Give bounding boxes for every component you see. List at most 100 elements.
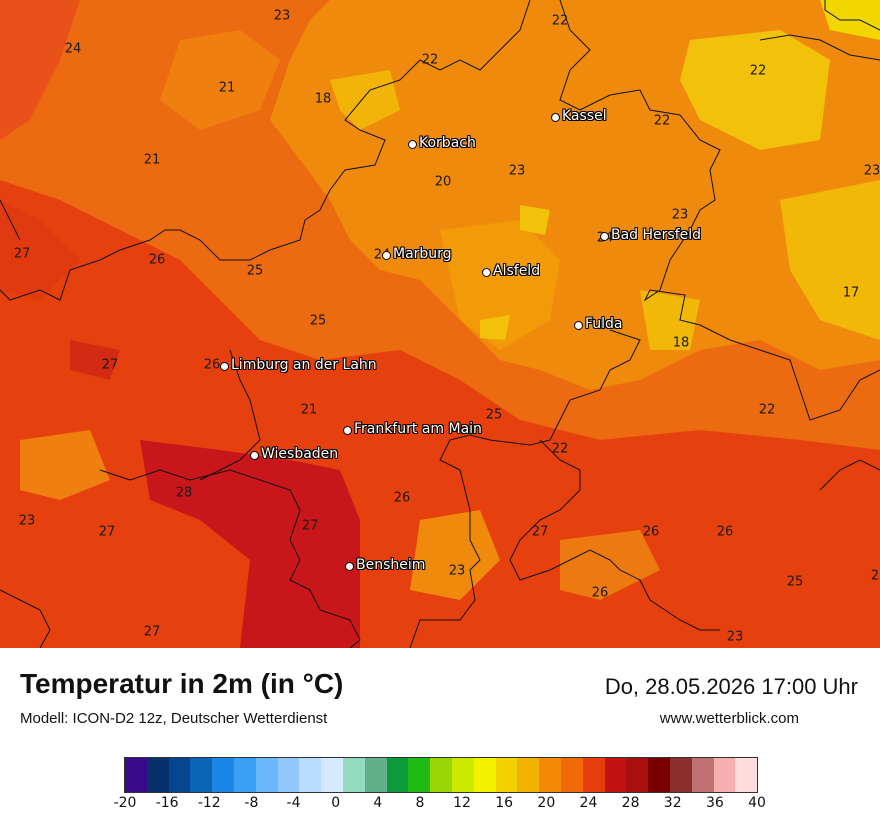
website-link[interactable]: www.wetterblick.com: [659, 710, 799, 727]
legend-tick-label: 32: [663, 795, 682, 811]
city-dot: [220, 362, 229, 371]
city-dot: [345, 562, 354, 571]
color-scale-legend: [124, 757, 758, 793]
map-title: Temperatur in 2m (in °C): [20, 668, 344, 699]
legend-swatch: [321, 758, 343, 792]
temperature-value: 17: [842, 285, 860, 301]
temperature-value: 27: [13, 246, 31, 262]
temperature-value: 22: [551, 13, 569, 29]
legend-tick-label: 20: [537, 795, 556, 811]
legend-swatch: [233, 758, 256, 792]
legend-tick-label: -12: [197, 795, 221, 811]
legend-tick-label: 36: [705, 795, 724, 811]
temperature-value: 2: [870, 568, 880, 584]
legend-swatch: [386, 758, 409, 792]
temperature-value: 23: [671, 207, 689, 223]
legend-swatch: [691, 758, 714, 792]
legend-tick-label: 0: [331, 795, 341, 811]
legend-swatch: [212, 758, 234, 792]
legend-swatch: [604, 758, 627, 792]
legend-swatch: [473, 758, 496, 792]
temperature-value: 26: [203, 357, 221, 373]
legend-swatch: [277, 758, 300, 792]
legend-tick-label: 12: [453, 795, 471, 811]
border-lines: [0, 0, 880, 648]
legend-swatch: [408, 758, 431, 792]
temperature-value: 26: [148, 252, 166, 268]
city-dot: [343, 426, 352, 435]
temperature-value: 23: [726, 629, 744, 645]
temperature-value: 27: [98, 524, 116, 540]
city-label: Wiesbaden: [261, 446, 339, 462]
city-dot: [408, 140, 417, 149]
temperature-value: 21: [218, 80, 236, 96]
city-label: Limburg an der Lahn: [231, 357, 377, 373]
legend-tick-label: -4: [286, 795, 301, 811]
legend-swatch: [255, 758, 278, 792]
temperature-value: 25: [246, 263, 264, 279]
temperature-value: 28: [175, 485, 193, 501]
city-label: Korbach: [419, 135, 476, 151]
legend-swatch: [735, 758, 758, 792]
temperature-value: 22: [749, 63, 767, 79]
temperature-value: 24: [64, 41, 82, 57]
city-dot: [250, 451, 259, 460]
temperature-value: 25: [786, 574, 804, 590]
temperature-value: 18: [314, 91, 332, 107]
city-dot: [382, 251, 391, 260]
legend-tick-label: 8: [415, 795, 425, 811]
city-dot: [574, 321, 583, 330]
temperature-value: 23: [863, 163, 880, 179]
legend-tick-label: -8: [244, 795, 259, 811]
legend-tick-label: 16: [495, 795, 514, 811]
legend-swatch: [430, 758, 452, 792]
temperature-value: 22: [758, 402, 776, 418]
legend-swatch: [626, 758, 649, 792]
city-label: Marburg: [393, 246, 452, 262]
temperature-value: 23: [448, 563, 466, 579]
legend-tick-label: 28: [621, 795, 640, 811]
legend-swatch: [669, 758, 692, 792]
legend-swatch: [451, 758, 474, 792]
legend-swatch: [299, 758, 322, 792]
legend-swatch: [168, 758, 191, 792]
temperature-value: 23: [273, 8, 291, 24]
city-label: Bensheim: [356, 557, 426, 573]
temperature-value: 22: [421, 52, 439, 68]
legend-swatch: [582, 758, 605, 792]
legend-swatch: [495, 758, 518, 792]
legend-swatch: [539, 758, 561, 792]
temperature-value: 26: [393, 490, 411, 506]
legend-tick-label: -20: [113, 795, 137, 811]
legend-tick-label: 4: [373, 795, 383, 811]
forecast-datetime: Do, 28.05.2026 17:00 Uhr: [604, 674, 858, 699]
temperature-value: 25: [485, 407, 503, 423]
legend-swatch: [146, 758, 169, 792]
temperature-value: 26: [642, 524, 660, 540]
temperature-value: 27: [143, 624, 161, 640]
temperature-value: 23: [508, 163, 526, 179]
legend-swatch: [713, 758, 736, 792]
temperature-field: [0, 0, 880, 648]
city-label: Kassel: [562, 108, 607, 124]
temperature-map[interactable]: 2322242221221822232120232327262524172425…: [0, 0, 880, 648]
map-footer: Temperatur in 2m (in °C) Modell: ICON-D2…: [0, 648, 880, 830]
legend-tick-label: 40: [748, 795, 766, 811]
model-source: Modell: ICON-D2 12z, Deutscher Wetterdie…: [20, 710, 328, 727]
temperature-value: 25: [309, 313, 327, 329]
temperature-value: 18: [672, 335, 690, 351]
city-label: Bad Hersfeld: [611, 227, 702, 243]
temperature-value: 26: [591, 585, 609, 601]
city-label: Frankfurt am Main: [354, 421, 482, 437]
legend-swatch: [648, 758, 670, 792]
legend-tick-label: -16: [155, 795, 179, 811]
temperature-value: 21: [143, 152, 161, 168]
temperature-value: 23: [18, 513, 36, 529]
temperature-value: 27: [531, 524, 549, 540]
legend-swatch: [364, 758, 387, 792]
legend-tick-label: 24: [579, 795, 598, 811]
city-label: Fulda: [585, 316, 623, 332]
city-dot: [551, 113, 560, 122]
legend-swatch: [560, 758, 583, 792]
legend-swatch: [190, 758, 213, 792]
